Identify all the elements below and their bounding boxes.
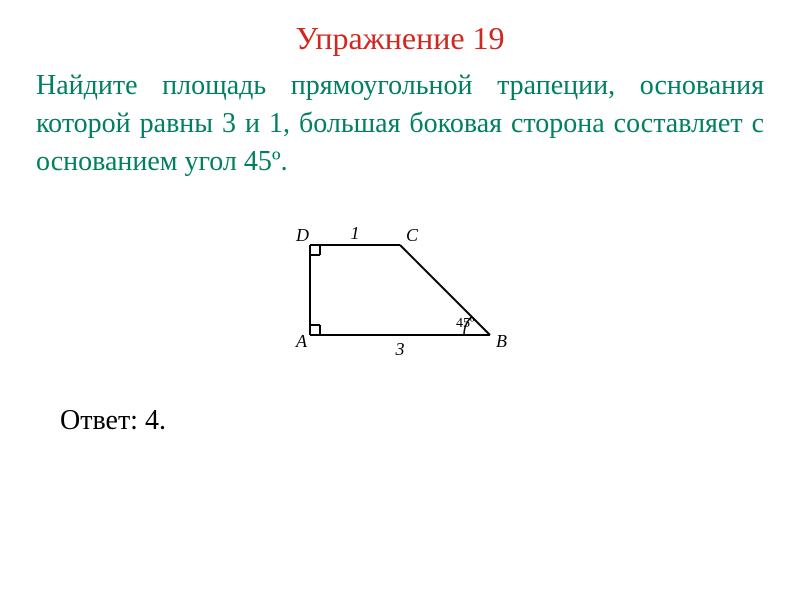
trapezoid-diagram: A B C D 1 3 45º	[270, 205, 530, 375]
answer-line: Ответ: 4.	[0, 405, 800, 437]
svg-text:A: A	[295, 331, 308, 351]
svg-text:C: C	[406, 225, 419, 245]
problem-text: Найдите площадь прямоугольной трапеции, …	[0, 67, 800, 180]
svg-text:45º: 45º	[456, 316, 475, 331]
svg-text:D: D	[295, 225, 309, 245]
exercise-title: Упражнение 19	[0, 0, 800, 67]
svg-text:3: 3	[395, 339, 405, 359]
answer-value: 4.	[145, 405, 166, 436]
svg-text:1: 1	[351, 223, 360, 243]
answer-label: Ответ:	[60, 405, 138, 436]
svg-text:B: B	[496, 331, 507, 351]
figure-container: A B C D 1 3 45º	[0, 205, 800, 380]
